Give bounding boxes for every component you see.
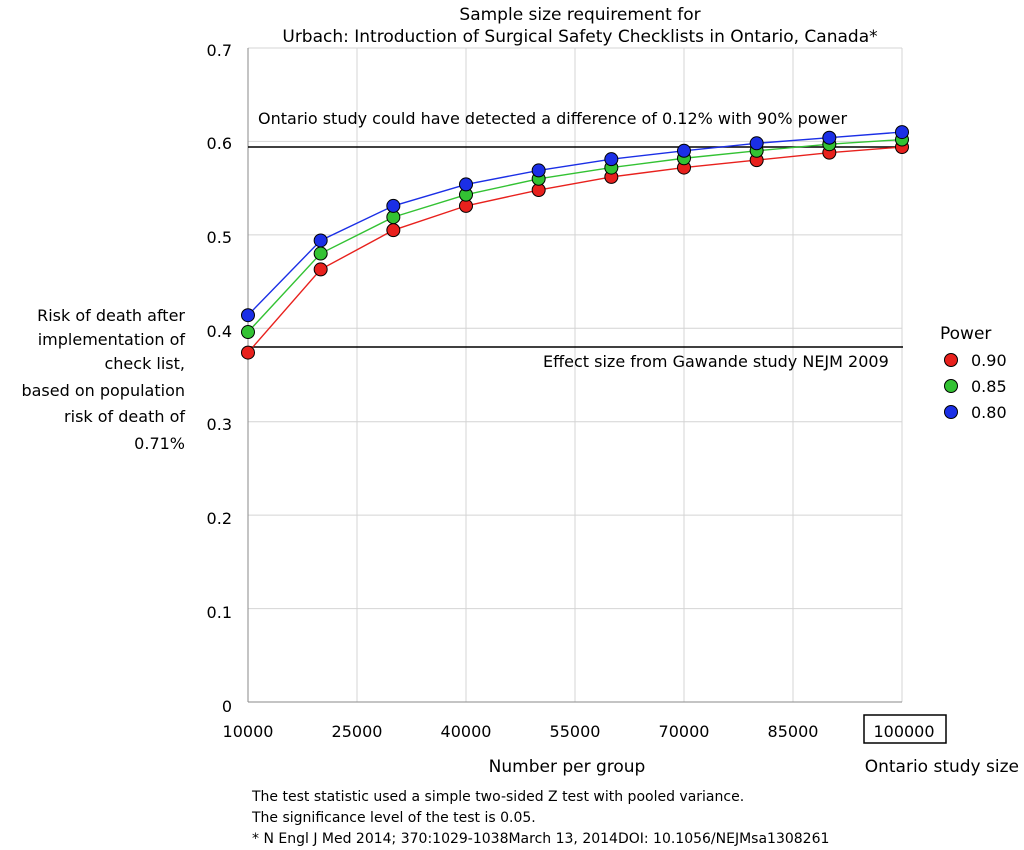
footnote-test-statistic: The test statistic used a simple two-sid… xyxy=(252,789,745,805)
x-tick-label: 55000 xyxy=(550,722,601,741)
legend-marker-0.90 xyxy=(944,353,958,367)
data-point-0.80 xyxy=(895,125,909,140)
legend-label-0.90: 0.90 xyxy=(971,351,1007,370)
data-points xyxy=(241,125,909,360)
data-point-0.80 xyxy=(822,130,837,145)
legend: Power 0.90 0.85 0.80 xyxy=(940,324,1007,422)
y-axis-label-line: based on population xyxy=(21,381,185,400)
plot-frame xyxy=(247,48,902,703)
legend-marker-0.85 xyxy=(944,379,958,393)
y-tick-label: 0.3 xyxy=(207,415,232,434)
data-point-0.80 xyxy=(459,177,473,192)
y-tick-label: 0.5 xyxy=(207,228,232,247)
y-axis-label-line: risk of death of xyxy=(64,407,185,426)
y-axis-label-line: check list, xyxy=(104,354,185,373)
y-tick-label: 0.7 xyxy=(207,41,232,60)
highlight-tick-box xyxy=(863,714,947,744)
legend-marker-0.80 xyxy=(944,405,958,419)
x-tick-label: 40000 xyxy=(441,722,492,741)
data-point-0.90 xyxy=(386,223,401,238)
data-point-0.80 xyxy=(749,136,764,151)
chart-title-line-2: Urbach: Introduction of Surgical Safety … xyxy=(282,27,877,47)
data-point-0.85 xyxy=(313,246,328,261)
data-point-0.85 xyxy=(241,325,255,340)
data-point-0.80 xyxy=(313,233,328,248)
x-tick-label-highlighted: 100000 xyxy=(873,722,934,741)
data-point-0.80 xyxy=(386,198,401,213)
series-lines xyxy=(247,131,903,354)
series-line-0.90 xyxy=(247,146,903,354)
footnote-citation: * N Engl J Med 2014; 370:1029-1038March … xyxy=(252,831,830,847)
ref-line-label-gawande: Effect size from Gawande study NEJM 2009 xyxy=(543,352,889,371)
x-axis-label: Number per group xyxy=(489,757,646,777)
y-tick-label: 0.2 xyxy=(207,509,232,528)
series-line-0.80 xyxy=(247,131,903,316)
y-axis-label-line: implementation of xyxy=(38,330,186,349)
ref-line-label-ontario: Ontario study could have detected a diff… xyxy=(258,109,847,128)
x-tick-label: 10000 xyxy=(223,722,274,741)
data-point-0.80 xyxy=(241,308,255,323)
x-tick-label: 85000 xyxy=(768,722,819,741)
legend-label-0.80: 0.80 xyxy=(971,403,1007,422)
legend-label-0.85: 0.85 xyxy=(971,377,1007,396)
y-tick-label: 0.4 xyxy=(207,322,232,341)
y-axis-label-line: 0.71% xyxy=(134,434,185,453)
data-point-0.90 xyxy=(241,345,255,360)
data-point-0.90 xyxy=(313,262,328,277)
legend-title: Power xyxy=(940,324,991,344)
y-axis-label: Risk of death after implementation of ch… xyxy=(21,306,185,453)
x-tick-label: 70000 xyxy=(659,722,710,741)
footnote-significance: The significance level of the test is 0.… xyxy=(252,810,536,826)
chart-title-line-1: Sample size requirement for xyxy=(459,5,700,25)
data-point-0.80 xyxy=(677,143,691,158)
ontario-study-size-label: Ontario study size xyxy=(865,757,1019,777)
data-point-0.80 xyxy=(604,152,619,167)
y-tick-label: 0 xyxy=(222,697,232,716)
series-line-0.85 xyxy=(247,138,903,333)
y-tick-label: 0.1 xyxy=(207,603,232,622)
y-tick-label: 0.6 xyxy=(207,134,232,153)
data-point-0.80 xyxy=(531,163,546,178)
y-axis-label-line: Risk of death after xyxy=(37,306,185,325)
x-tick-label: 25000 xyxy=(332,722,383,741)
